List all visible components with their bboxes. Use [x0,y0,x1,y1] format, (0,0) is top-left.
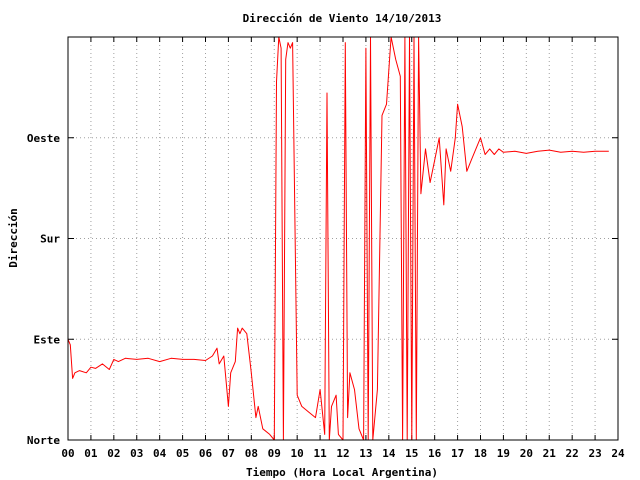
wind-direction-line [67,36,609,441]
x-axis-label: Tiempo (Hora Local Argentina) [246,466,438,479]
x-tick-label: 19 [497,447,510,460]
x-tick-label: 08 [245,447,258,460]
x-tick-label: 01 [84,447,98,460]
x-tick-label: 12 [336,447,349,460]
x-tick-label: 06 [199,447,213,460]
x-tick-label: 14 [382,447,396,460]
x-tick-label: 03 [130,447,143,460]
plot-area [67,36,609,441]
x-tick-label: 11 [313,447,327,460]
x-tick-label: 04 [153,447,167,460]
x-tick-label: 21 [543,447,557,460]
x-tick-label: 15 [405,447,418,460]
x-tick-label: 20 [520,447,533,460]
x-tick-label: 17 [451,447,464,460]
x-tick-label: 23 [588,447,601,460]
x-tick-label: 13 [359,447,372,460]
x-tick-label: 09 [268,447,281,460]
chart-title: Dirección de Viento 14/10/2013 [243,12,442,25]
x-axis-ticks: 00 01 02 03 04 05 06 07 08 09 10 11 12 13 14 15 16 17 18 19… [61,37,625,460]
x-tick-label: 18 [474,447,487,460]
x-tick-label: 00 [61,447,74,460]
y-tick-label: Este [34,333,61,346]
x-tick-label: 16 [428,447,442,460]
y-tick-label: Oeste [27,132,60,145]
y-axis-ticks: Norte Este Sur Oeste [27,132,618,447]
y-tick-label: Norte [27,434,60,447]
y-axis-label: Dirección [7,208,20,268]
x-tick-label: 24 [611,447,625,460]
plot-frame [67,36,619,441]
x-tick-label: 07 [222,447,235,460]
x-tick-label: 10 [291,447,304,460]
x-tick-label: 22 [566,447,579,460]
x-tick-label: 05 [176,447,189,460]
y-tick-label: Sur [40,233,60,246]
x-tick-label: 02 [107,447,120,460]
